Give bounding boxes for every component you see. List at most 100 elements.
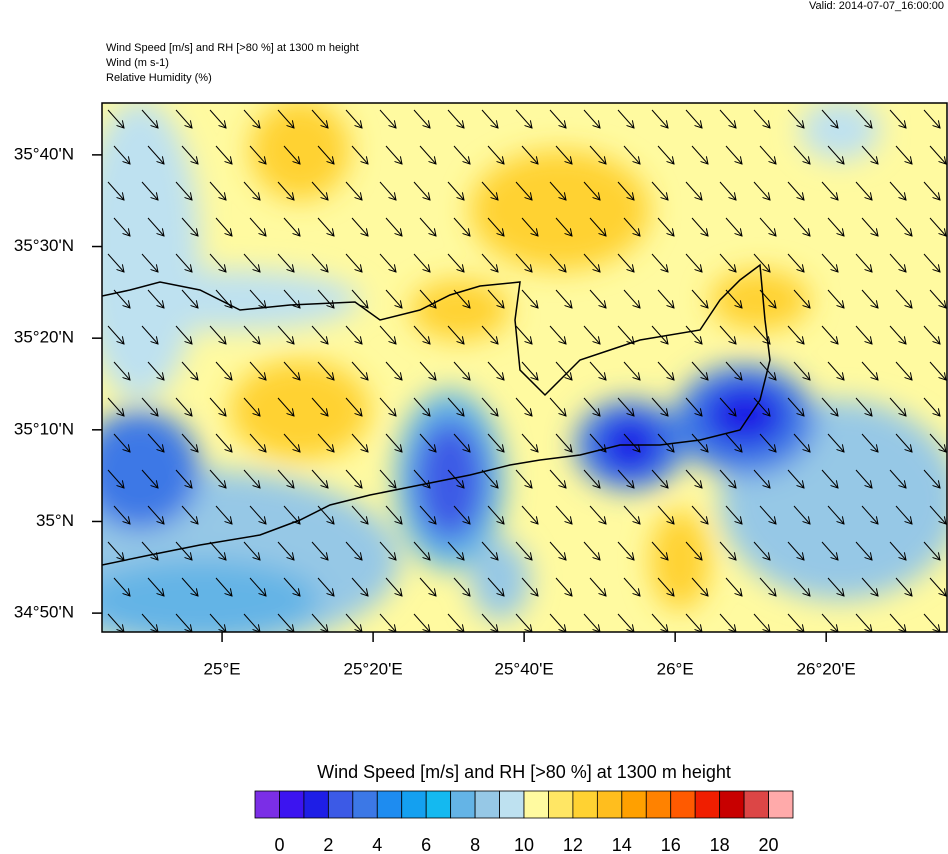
wind-arrow <box>753 613 770 632</box>
wind-arrow <box>895 577 912 596</box>
wind-arrow <box>453 145 470 164</box>
colorbar-swatch <box>303 790 329 819</box>
wind-arrow <box>175 253 192 272</box>
wind-arrow <box>181 361 198 380</box>
colorbar-swatch <box>621 790 647 819</box>
wind-arrow <box>181 289 198 308</box>
wind-arrow <box>691 505 708 524</box>
wind-arrow <box>209 613 226 632</box>
wind-arrow <box>317 361 334 380</box>
wind-arrow <box>657 577 674 596</box>
wind-arrow <box>481 325 498 344</box>
wind-arrow <box>719 181 736 200</box>
wind-arrow <box>113 217 130 236</box>
colorbar-tick-label: 16 <box>661 835 681 854</box>
wind-arrow <box>623 433 640 452</box>
wind-arrow <box>725 217 742 236</box>
wind-arrow <box>623 361 640 380</box>
colorbar-swatch <box>523 790 549 819</box>
wind-arrow <box>453 217 470 236</box>
wind-arrow <box>277 109 294 128</box>
wind-arrow <box>243 613 260 632</box>
colorbar-tick-label: 6 <box>421 835 431 854</box>
wind-arrow <box>895 289 912 308</box>
wind-arrow <box>923 325 940 344</box>
wind-arrow <box>175 181 192 200</box>
y-tick-label: 35°30'N <box>14 236 74 255</box>
wind-arrow <box>175 397 192 416</box>
wind-arrow <box>719 397 736 416</box>
wind-arrow <box>181 433 198 452</box>
wind-arrow <box>277 541 294 560</box>
wind-arrow <box>487 145 504 164</box>
wind-arrow <box>759 505 776 524</box>
wind-arrow <box>685 253 702 272</box>
colorbar-tick-label: 20 <box>759 835 779 854</box>
wind-arrow <box>311 109 328 128</box>
wind-arrow <box>317 505 334 524</box>
wind-arrow <box>657 289 674 308</box>
wind-arrow <box>481 613 498 632</box>
wind-arrow <box>413 613 430 632</box>
x-tick-label: 25°40'E <box>495 659 554 678</box>
wind-arrow <box>759 433 776 452</box>
wind-arrow <box>855 325 872 344</box>
wind-arrow <box>855 613 872 632</box>
wind-arrow <box>923 397 940 416</box>
wind-arrow <box>589 217 606 236</box>
wind-arrow <box>827 433 844 452</box>
wind-arrow <box>929 433 946 452</box>
colorbar-title: Wind Speed [m/s] and RH [>80 %] at 1300 … <box>317 762 731 782</box>
wind-arrow <box>379 469 396 488</box>
wind-arrow <box>555 217 572 236</box>
wind-arrow <box>107 181 124 200</box>
wind-arrow <box>549 613 566 632</box>
wind-arrow <box>481 109 498 128</box>
wind-arrow <box>889 469 906 488</box>
wind-arrow <box>583 253 600 272</box>
wind-arrow <box>929 217 946 236</box>
wind-arrow <box>861 577 878 596</box>
wind-arrow <box>283 217 300 236</box>
wind-arrow <box>181 217 198 236</box>
wind-arrow <box>759 145 776 164</box>
wind-arrow <box>147 433 164 452</box>
wind-arrow <box>249 505 266 524</box>
wind-arrow <box>617 541 634 560</box>
wind-arrow <box>249 217 266 236</box>
wind-arrow <box>521 577 538 596</box>
wind-arrow <box>725 577 742 596</box>
wind-arrow <box>929 145 946 164</box>
wind-arrow <box>855 397 872 416</box>
wind-arrow <box>419 505 436 524</box>
wind-arrow <box>725 433 742 452</box>
wind-arrow <box>657 433 674 452</box>
wind-arrow <box>141 613 158 632</box>
wind-arrow <box>175 541 192 560</box>
wind-arrow <box>311 469 328 488</box>
colorbar-tick-label: 4 <box>372 835 382 854</box>
wind-arrow <box>419 145 436 164</box>
wind-arrow <box>385 433 402 452</box>
wind-arrow <box>209 181 226 200</box>
wind-arrow <box>787 253 804 272</box>
wind-arrow <box>719 469 736 488</box>
wind-arrow <box>311 397 328 416</box>
wind-arrow <box>243 469 260 488</box>
wind-arrow <box>623 217 640 236</box>
wind-arrow <box>147 217 164 236</box>
wind-arrow <box>787 613 804 632</box>
wind-arrow <box>923 181 940 200</box>
y-tick-label: 35°40'N <box>14 144 74 163</box>
wind-arrow <box>345 469 362 488</box>
wind-arrow <box>821 253 838 272</box>
wind-arrow <box>413 181 430 200</box>
wind-arrow <box>345 181 362 200</box>
wind-arrow <box>317 433 334 452</box>
wind-arrow <box>787 397 804 416</box>
wind-arrow <box>685 181 702 200</box>
wind-arrow <box>515 109 532 128</box>
colorbar-swatch <box>768 790 794 819</box>
wind-arrow <box>889 541 906 560</box>
wind-arrow <box>691 145 708 164</box>
